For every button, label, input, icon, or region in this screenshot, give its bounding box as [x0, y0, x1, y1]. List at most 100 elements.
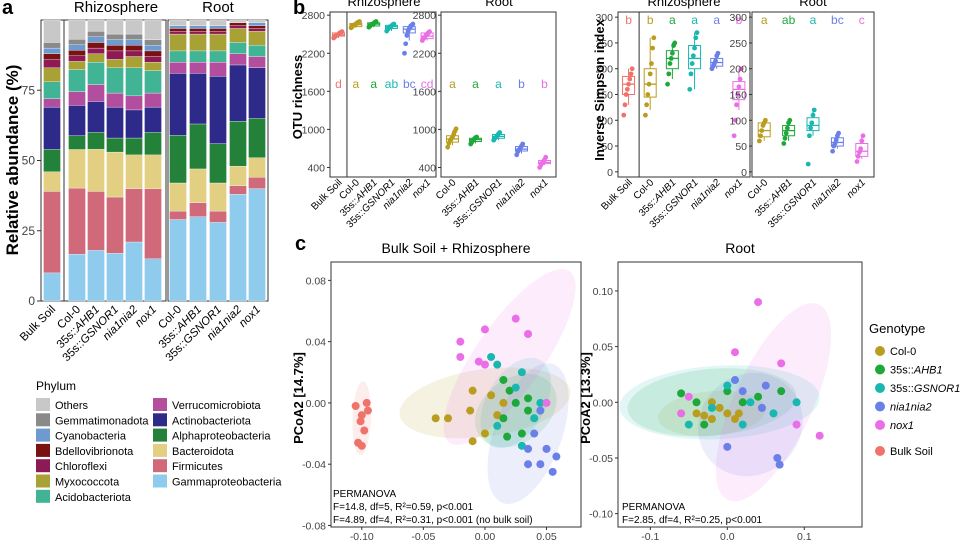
- point-35s-ahb1-3-5: [787, 117, 793, 123]
- pcoa-point-35s-ahb1-1-12: [738, 398, 747, 407]
- bar-segment-35s-gsnor1-verrucomicrobiota: [106, 92, 124, 108]
- point-col-0-3-2: [759, 128, 765, 133]
- bar-segment-35s-gsnor1-myxococcota: [209, 33, 227, 52]
- ellipse-nox1-1: [715, 303, 832, 502]
- box-y-tick-label-0-2200: 2200: [302, 48, 326, 60]
- sig-letter-35s-ahb1-1: a: [472, 77, 479, 91]
- bar-segment-nia1nia2-chloroflexi: [229, 25, 247, 29]
- permanova-rhizo-line2: F=4.89, df=4, R²=0.31, p<0.001 (no bulk …: [333, 515, 533, 526]
- point-col-0-3-5: [763, 117, 768, 123]
- pcoa-x-tick-label-1-0: -0.1: [641, 531, 659, 540]
- pcoa-point-35s-gsnor1-1-15: [684, 420, 693, 429]
- point-col-0-0-7: [357, 19, 362, 24]
- bar-segment-nox1-bdellovibrionota: [248, 25, 266, 29]
- sig-letter-col-0-2: b: [647, 13, 654, 27]
- sig-letter-nia1nia2-2: a: [713, 13, 720, 27]
- pcoa-point-nox1-1-35: [754, 298, 763, 307]
- point-nox1-3-3: [858, 146, 863, 152]
- pcoa-point-nia1nia2-0-39: [524, 460, 533, 469]
- pcoa-point-35s-ahb1-0-22: [503, 432, 512, 441]
- bar-segment-35s-ahb1-firmicutes: [87, 191, 105, 251]
- pcoa-point-35s-ahb1-0-17: [499, 375, 508, 384]
- bar-segment-35s-ahb1-actinobacteriota: [87, 101, 105, 133]
- pcoa-y-tick-label-0-1: -0.04: [302, 459, 326, 471]
- bar-segment-nia1nia2-chloroflexi: [125, 50, 143, 57]
- box-y-tick-label-3-100: 100: [729, 115, 747, 127]
- box-y-tick-label-1-1600: 1600: [413, 86, 437, 98]
- bar-segment-nox1-myxococcota: [144, 62, 162, 71]
- legend-swatch-firmicutes: [153, 459, 167, 473]
- box-x-label-bulk-soil-2: Bulk Soil: [599, 177, 634, 212]
- genotype-legend-label-col-0: Col-0: [890, 346, 916, 358]
- b-facet-root-otu: Root: [485, 0, 513, 9]
- point-nox1-1-5: [543, 154, 549, 160]
- genotype-legend-label-bulk-soil: Bulk Soil: [890, 446, 933, 458]
- pcoa-point-35s-ahb1-1-11: [723, 387, 732, 396]
- bar-segment-35s-ahb1-others: [87, 19, 105, 32]
- sig-letter-35s-ahb1-3: ab: [782, 13, 796, 27]
- point-35s-gsnor1-3-5: [811, 107, 817, 113]
- point-nox1-2-5: [737, 76, 743, 82]
- genotype-legend: Col-035s::AHB135s::GSNOR1nia1nia2nox1Bul…: [875, 346, 960, 458]
- pcoa-point-bulk-soil-0-0: [351, 401, 360, 410]
- bar-segment-35s-gsnor1-actinobacteriota: [209, 76, 227, 144]
- bar-segment-35s-ahb1-cyanobacteria: [189, 25, 207, 29]
- pcoa-point-bulk-soil-0-6: [362, 398, 371, 407]
- bar-segment-nia1nia2-gemmatimonadota: [125, 33, 143, 40]
- point-35s-gsnor1-2-0: [687, 86, 693, 92]
- point-35s-gsnor1-3-3: [809, 120, 815, 126]
- permanova-root-line1: F=2.85, df=4, R²=0.25, p<0.001: [622, 515, 763, 526]
- point-35s-gsnor1-3-2: [808, 125, 813, 131]
- point-35s-ahb1-2-3: [668, 56, 674, 61]
- bar-segment-nia1nia2-bdellovibrionota: [125, 45, 143, 52]
- bar-segment-col-0-bdellovibrionota: [68, 50, 86, 56]
- box-x-label-nox1-3: nox1: [845, 177, 868, 200]
- point-nox1-3-5: [860, 133, 866, 139]
- box-y-tick-label-2-250: 250: [595, 38, 613, 50]
- bar-segment-nox1-firmicutes: [144, 188, 162, 260]
- pcoa-plot-area-1: [619, 298, 832, 502]
- legend-label-acidobacteriota: Acidobacteriota: [55, 492, 132, 504]
- bar-segment-35s-gsnor1-myxococcota: [106, 59, 124, 68]
- pcoa-point-35s-gsnor1-1-17: [723, 381, 732, 390]
- bar-segment-nox1-chloroflexi: [144, 56, 162, 63]
- pcoa-frame-1: [617, 261, 863, 528]
- pcoa-point-nia1nia2-0-37: [536, 460, 545, 469]
- point-bulk-soil-2-7: [629, 66, 635, 72]
- sig-letter-nox1-2: b: [736, 13, 743, 27]
- bar-segment-nia1nia2-firmicutes: [125, 188, 143, 243]
- bar-segment-nia1nia2-actinobacteriota: [229, 64, 247, 122]
- sig-letter-35s-gsnor1-1: a: [495, 77, 502, 91]
- bar-segment-col-0-myxococcota: [169, 33, 187, 52]
- bar-segment-nox1-firmicutes: [248, 177, 266, 189]
- point-nia1nia2-0-7: [410, 21, 416, 27]
- bar-segment-col-0-actinobacteriota: [68, 105, 86, 136]
- permanova-rhizo-title: PERMANOVA: [333, 489, 396, 500]
- legend-label-verrucomicrobiota: Verrucomicrobiota: [172, 400, 262, 412]
- point-bulk-soil-2-1: [622, 102, 628, 108]
- pcoa-point-35s-gsnor1-0-25: [487, 352, 496, 361]
- panel-c-pcoa-scatter: -0.10 -0.05 0.00 0.05 -0.08 -0.04 0.00 0.04 0.08…: [302, 261, 863, 540]
- box-x-label-nox1-0: nox1: [410, 177, 433, 200]
- bar-segment-nia1nia2-alphaproteobacteria: [125, 137, 143, 156]
- pcoa-point-col-0-1-0: [692, 409, 701, 418]
- pcoa-root-title: Root: [725, 240, 755, 256]
- bar-segment-nia1nia2-gammaproteobacteria: [229, 194, 247, 302]
- legend-swatch-acidobacteriota: [36, 489, 50, 503]
- genotype-legend-dot-col-0: [875, 346, 885, 356]
- bar-segment-col-0-others: [68, 19, 86, 40]
- pcoa-point-nia1nia2-1-25: [773, 453, 782, 462]
- legend-label-cyanobacteria: Cyanobacteria: [55, 431, 127, 443]
- pcoa-point-35s-gsnor1-1-19: [769, 409, 778, 418]
- point-35s-ahb1-2-2: [667, 61, 673, 66]
- point-nox1-2-3: [735, 92, 741, 97]
- point-nox1-2-0: [731, 133, 737, 139]
- point-col-0-2-7: [651, 35, 657, 41]
- bar-segment-bulk-soil-bdellovibrionota: [43, 53, 61, 60]
- point-nox1-3-0: [854, 159, 860, 164]
- pcoa-point-35s-ahb1-0-20: [499, 414, 508, 423]
- pcoa-x-tick-label-1-1: 0.0: [720, 531, 735, 540]
- bar-segment-col-0-firmicutes: [169, 210, 187, 220]
- bar-segment-nox1-myxococcota: [248, 31, 266, 46]
